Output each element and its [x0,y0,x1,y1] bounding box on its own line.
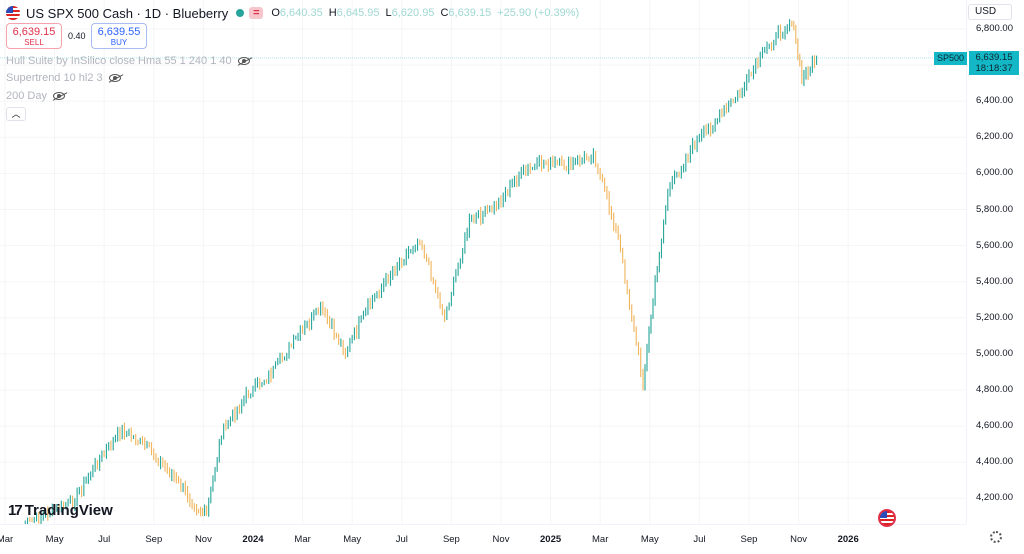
time-tick: 2026 [837,534,859,545]
time-tick: May [640,534,659,545]
symbol-tag: SP500 [934,52,968,65]
low-label: L [385,7,392,19]
price-tick: 5,000.00 [976,347,1013,359]
indicator-label: Hull Suite by InSilico close Hma 55 1 24… [6,55,232,67]
time-tick: 2025 [540,534,562,545]
time-tick: Sep [740,534,758,545]
price-tick: 4,600.00 [976,420,1013,432]
time-tick: Nov [790,534,808,545]
eye-slash-icon[interactable] [108,74,121,82]
time-tick: May [45,534,64,545]
price-tick: 4,200.00 [976,492,1013,504]
time-tick: Jul [395,534,408,545]
symbol-title[interactable]: US SPX 500 Cash · 1D · Blueberry [26,5,229,21]
price-scale[interactable]: 6,800.006,600.006,400.006,200.006,000.00… [966,0,1024,524]
time-axis[interactable]: Mar May Jul Sep Nov 2024 Mar May Jul Sep Nov 2025 Ma… [0,524,966,554]
last-price-label: 6,639.15 18:18:37 [969,51,1019,75]
ohlc-values: O6,640.35 H6,645.95 L6,620.95 C6,639.15 … [271,7,579,19]
tradingview-logo[interactable]: 17 TradingView [8,502,113,519]
time-tick: Jul [693,534,706,545]
low-value: 6,620.95 [391,7,435,19]
price-tick: 4,400.00 [976,456,1013,468]
buy-price: 6,639.55 [97,25,141,38]
time-tick: Sep [442,534,460,545]
time-tick: Mar [0,534,14,545]
high-value: 6,645.95 [336,7,380,19]
indicator-hull-suite[interactable]: Hull Suite by InSilico close Hma 55 1 24… [6,53,250,69]
time-tick: Mar [592,534,609,545]
eye-slash-icon[interactable] [52,92,65,100]
time-tick: Jul [98,534,111,545]
buy-button[interactable]: 6,639.55 BUY [91,23,147,49]
time-tick: 2024 [242,534,264,545]
time-tick: May [343,534,362,545]
collapse-legend-button[interactable]: ︿ [6,107,26,121]
time-tick: Nov [194,534,212,545]
tradingview-mark: 17 [8,502,23,519]
eye-slash-icon[interactable] [237,57,250,65]
us-event-flag-icon[interactable] [878,509,896,527]
time-tick: Mar [294,534,311,545]
open-value: 6,640.35 [279,7,323,19]
tradingview-wordmark: TradingView [24,502,113,519]
price-chart[interactable] [0,0,966,524]
last-price-value: 6,639.15 [975,52,1013,63]
time-tick: Sep [145,534,163,545]
indicator-supertrend[interactable]: Supertrend 10 hl2 3 [6,70,121,86]
equals-badge: = [249,7,264,19]
open-label: O [271,7,280,19]
chevron-up-icon: ︿ [11,109,21,119]
spread-value: 0.40 [68,31,86,41]
indicator-200-day[interactable]: 200 Day [6,88,65,104]
close-value: 6,639.15 [448,7,492,19]
close-label: C [440,7,449,19]
price-tick: 4,800.00 [976,384,1013,395]
currency-selector[interactable]: USD [968,4,1012,20]
price-tick: 5,200.00 [976,311,1013,323]
price-tick: 6,200.00 [976,131,1013,143]
gear-icon[interactable] [990,531,1002,543]
price-tick: 6,400.00 [976,95,1013,107]
price-tick: 5,400.00 [976,275,1013,287]
sell-label: SELL [24,37,44,47]
price-tick: 5,600.00 [976,239,1013,251]
symbol-legend[interactable]: US SPX 500 Cash · 1D · Blueberry = O6,64… [6,4,579,22]
sell-button[interactable]: 6,639.15 SELL [6,23,62,49]
price-tick: 6,000.00 [976,167,1013,179]
chart-pane[interactable] [0,0,966,524]
countdown-timer: 18:18:37 [975,63,1013,74]
indicator-label: 200 Day [6,90,47,102]
us-flag-icon [6,6,20,20]
indicator-label: Supertrend 10 hl2 3 [6,72,103,84]
change-value: +25.90 (+0.39%) [497,7,580,19]
sell-price: 6,639.15 [12,25,56,38]
buy-label: BUY [110,37,128,47]
high-label: H [328,7,337,19]
price-tick: 6,800.00 [976,23,1013,34]
time-tick: Nov [492,534,510,545]
market-open-icon [236,9,245,17]
price-tick: 5,800.00 [976,203,1013,215]
